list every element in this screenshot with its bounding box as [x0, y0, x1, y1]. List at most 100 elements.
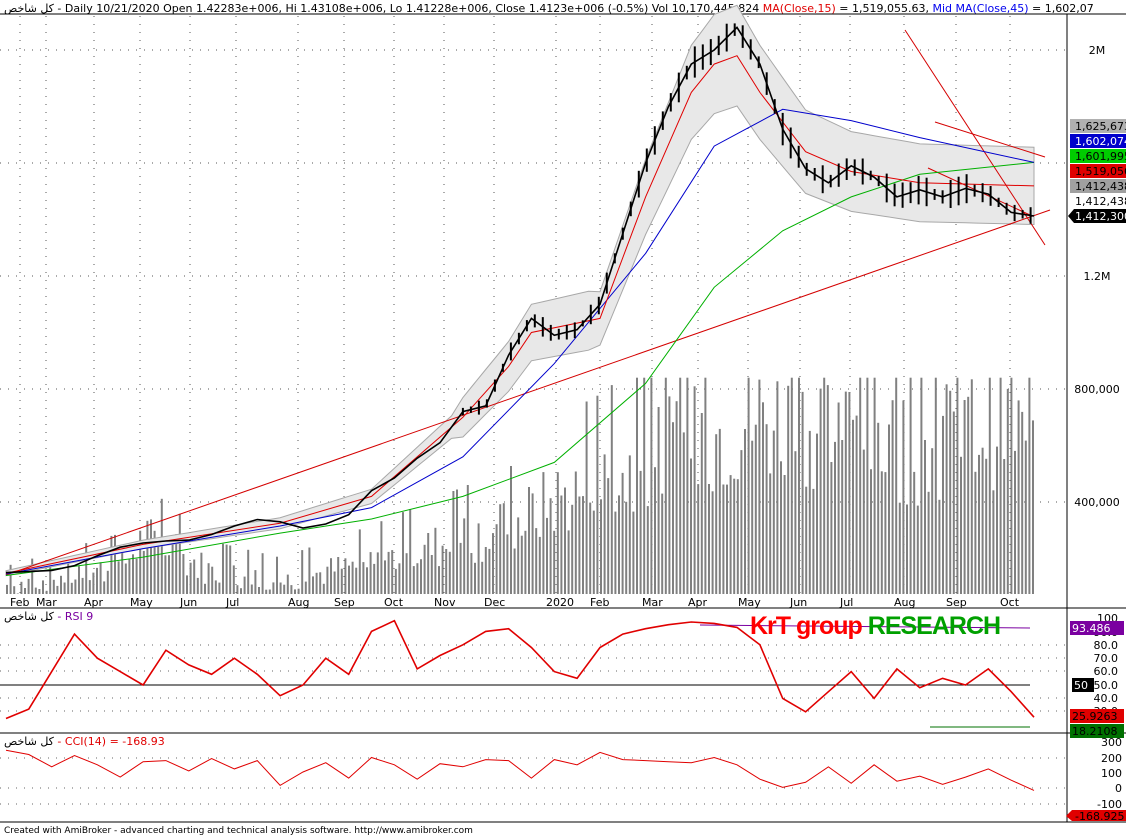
volume-bar — [690, 458, 692, 594]
volume-bar — [679, 377, 682, 594]
volume-bar — [600, 499, 602, 594]
volume-bar — [85, 543, 88, 594]
price-y-axis: 2M 1.2M 800,000 400,000 — [1074, 44, 1120, 509]
volume-bar — [1021, 411, 1024, 594]
volume-bar — [27, 578, 30, 594]
volume-bar — [355, 567, 358, 594]
volume-bar — [193, 559, 196, 594]
volume-bar — [452, 491, 455, 594]
volume-bar — [700, 413, 703, 594]
volume-bar — [834, 441, 836, 594]
cci-line — [5, 749, 1035, 791]
volume-bar — [517, 517, 520, 594]
volume-bar — [276, 556, 278, 594]
volume-bar — [754, 424, 757, 594]
y-tick-label: 800,000 — [1074, 383, 1120, 396]
volume-bar — [63, 582, 66, 594]
volume-bar — [1024, 440, 1027, 594]
volume-bar — [891, 400, 894, 594]
volume-bar — [402, 512, 404, 594]
volume-bar — [434, 527, 437, 594]
y-tick-label: 400,000 — [1074, 496, 1120, 509]
volume-bar — [42, 580, 44, 594]
rsi-value-box — [1070, 621, 1124, 635]
volume-bar — [178, 513, 181, 594]
volume-bar — [387, 551, 390, 594]
cci-tick-label: 200 — [1101, 752, 1122, 765]
steep-down-line — [904, 29, 1046, 246]
volume-bar — [949, 390, 952, 594]
volume-bar — [715, 434, 718, 594]
x-tick-label: Jun — [789, 596, 807, 609]
watermark-part2: RESEARCH — [867, 612, 1001, 640]
right-value-box — [1070, 134, 1126, 148]
volume-bar — [513, 548, 516, 594]
volume-bar — [625, 501, 628, 594]
volume-bar — [650, 377, 653, 594]
volume-bar — [798, 377, 800, 594]
volume-bar — [474, 562, 476, 594]
x-tick-label: Oct — [384, 596, 404, 609]
volume-bar — [578, 496, 581, 594]
cci-pane-header: کل شاخص - CCI(14) = -168.93 — [4, 735, 165, 748]
volume-bar — [229, 545, 232, 594]
volume-bar — [549, 498, 552, 594]
cci-value-label: -168.925 — [1075, 810, 1124, 823]
cci-value-box — [1066, 810, 1126, 821]
x-tick-label: Mar — [642, 596, 663, 609]
volume-bar — [186, 575, 188, 594]
volume-bar — [45, 590, 48, 594]
volume-bar — [974, 471, 977, 594]
right-value-box — [1068, 209, 1126, 223]
volume-bar — [668, 396, 671, 594]
volume-bar — [211, 566, 214, 594]
channel-upper-line — [934, 121, 1046, 158]
volume-bar — [970, 379, 973, 594]
price-line — [5, 26, 1035, 574]
volume-bar — [538, 536, 541, 594]
volume-bar — [870, 469, 872, 594]
right-value-label: 1,412,438 — [1075, 195, 1126, 208]
volume-bar — [996, 446, 998, 594]
volume-bar — [610, 385, 613, 594]
volume-bar — [117, 561, 120, 594]
volume-bar — [70, 582, 73, 594]
volume-bar — [124, 563, 127, 594]
volume-bar — [20, 581, 23, 594]
x-axis: Feb Mar Apr May Jun Jul Aug Sep Oct Nov Dec 2020 Feb… — [10, 596, 1020, 609]
volume-bar — [783, 475, 786, 594]
volume-bar — [240, 588, 242, 594]
volume-bar — [236, 585, 239, 594]
right-value-box — [1070, 149, 1126, 163]
right-value-box — [1070, 179, 1126, 193]
volume-bar — [790, 377, 793, 594]
x-tick-label: 2020 — [546, 596, 574, 609]
volume-bar — [272, 582, 275, 594]
volume-bar — [369, 552, 372, 594]
volume-bar — [391, 550, 394, 594]
volume-bar — [344, 558, 347, 594]
volume-bar — [247, 549, 250, 594]
volume-bar — [1003, 459, 1006, 594]
volume-bar — [164, 555, 167, 594]
volume-bar — [574, 471, 577, 594]
volume-bar — [1017, 400, 1020, 594]
volume-bar — [261, 553, 264, 594]
x-tick-label: Sep — [946, 596, 967, 609]
ma45-value: = 1,602,07 — [1028, 2, 1094, 15]
cci-symbol: کل شاخص — [4, 735, 54, 748]
x-tick-label: Jul — [225, 596, 239, 609]
volume-bar — [711, 491, 714, 594]
rsi-tick-label: 50.0 — [1094, 679, 1119, 692]
volume-bar — [808, 430, 811, 594]
volume-bar — [196, 577, 199, 594]
volume-bar — [168, 555, 170, 594]
volume-bar — [999, 377, 1002, 594]
volume-bar — [304, 581, 307, 594]
volume-bar — [510, 466, 512, 594]
volume-bar — [675, 401, 678, 594]
volume-bar — [628, 455, 631, 594]
volume-bar — [502, 503, 505, 594]
volume-bar — [250, 584, 253, 594]
volume-bar — [319, 572, 322, 594]
